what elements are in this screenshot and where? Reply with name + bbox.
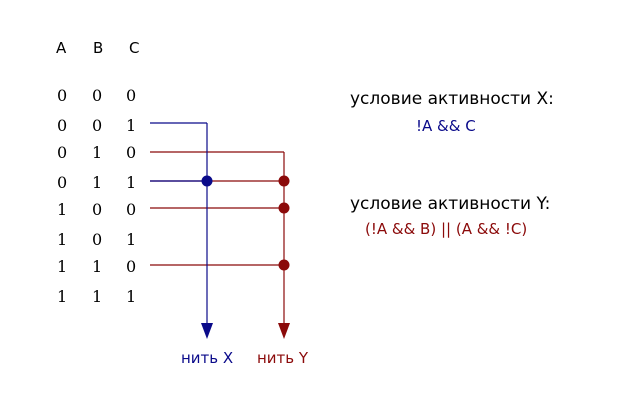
row-0-b: 0 [92,86,102,105]
row-4-b: 0 [92,200,102,219]
condition-y-title: условие активности Y: [350,194,550,214]
condition-y-expression: (!A && B) || (A && !C) [365,220,527,238]
row-6-b: 1 [92,257,102,276]
row-7-a: 1 [57,287,67,306]
thread-y-junction-row-4 [278,202,290,214]
thread-y-arrowhead-icon [278,323,290,339]
condition-x-block: условие активности X: !A && C [350,89,554,135]
truth-table-rows: 0 0 0 0 0 1 0 1 0 0 1 1 1 0 0 1 0 1 1 1 … [57,86,136,306]
row-3-c: 1 [126,173,136,192]
row-2-a: 0 [57,143,67,162]
condition-x-title: условие активности X: [350,89,554,109]
row-5-c: 1 [126,230,136,249]
thread-x-arrowhead-icon [201,323,213,339]
thread-y-wires [150,151,285,330]
column-header-b: B [93,39,103,57]
row-5-b: 0 [92,230,102,249]
row-7-b: 1 [92,287,102,306]
row-1-c: 1 [126,116,136,135]
row-7-c: 1 [126,287,136,306]
condition-x-expression: !A && C [416,117,476,135]
row-3-b: 1 [92,173,102,192]
row-5-a: 1 [57,230,67,249]
thread-y-junction-row-3 [278,175,290,187]
thread-x-junction-row-3 [201,175,213,187]
thread-x-label: нить X [181,349,233,367]
row-2-b: 1 [92,143,102,162]
row-6-c: 0 [126,257,136,276]
row-0-c: 0 [126,86,136,105]
row-1-b: 0 [92,116,102,135]
row-2-c: 0 [126,143,136,162]
row-6-a: 1 [57,257,67,276]
truth-table-headers: A B C [56,39,139,57]
row-4-a: 1 [57,200,67,219]
condition-y-block: условие активности Y: (!A && B) || (A &&… [350,194,550,238]
thread-y-label: нить Y [257,349,309,367]
row-4-c: 0 [126,200,136,219]
thread-y-junction-row-6 [278,259,290,271]
row-3-a: 0 [57,173,67,192]
row-1-a: 0 [57,116,67,135]
column-header-c: C [129,39,139,57]
thread-x-wires [150,122,208,330]
row-0-a: 0 [57,86,67,105]
column-header-a: A [56,39,67,57]
